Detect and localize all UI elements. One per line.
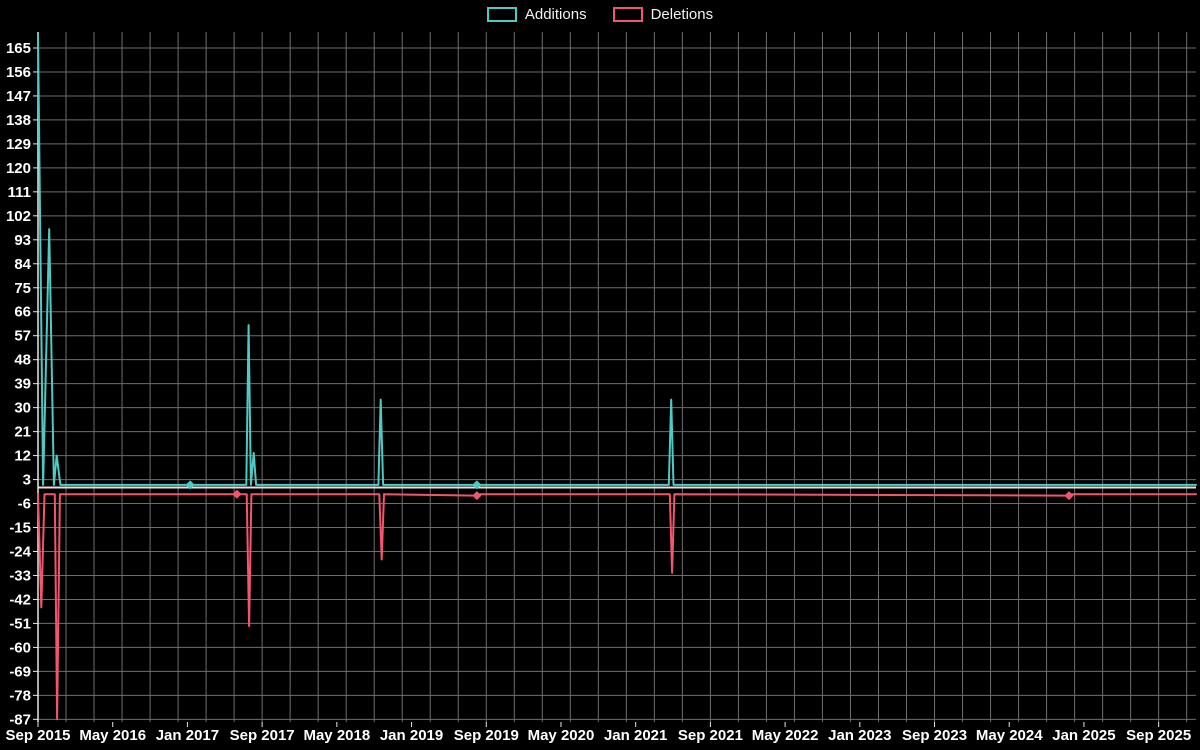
y-tick-label: -33	[9, 567, 31, 584]
x-tick-label: Jan 2017	[156, 727, 219, 744]
y-tick-label: -15	[9, 520, 31, 537]
y-tick-label: 12	[14, 448, 31, 465]
x-tick-label: May 2016	[79, 727, 146, 744]
x-tick-label: May 2020	[528, 727, 595, 744]
chart-legend: Additions Deletions	[0, 6, 1200, 23]
y-tick-label: -60	[9, 639, 31, 656]
y-tick-label: 3	[23, 472, 31, 489]
y-tick-label: 93	[14, 232, 31, 249]
y-tick-label: 84	[14, 256, 31, 273]
legend-label-additions: Additions	[524, 6, 587, 23]
x-tick-label: Sep 2021	[678, 727, 743, 744]
x-tick-label: May 2024	[976, 727, 1043, 744]
legend-item-additions[interactable]: Additions	[486, 6, 587, 23]
x-tick-label: Jan 2021	[604, 727, 667, 744]
x-tick-label: May 2018	[303, 727, 370, 744]
y-tick-label: 165	[6, 40, 31, 57]
data-point-marker-deletions	[472, 491, 482, 501]
y-tick-label: 21	[14, 424, 31, 441]
series-line-deletions	[37, 493, 1197, 721]
legend-label-deletions: Deletions	[650, 6, 714, 23]
deletions-swatch-icon	[612, 7, 643, 22]
y-tick-label: 129	[6, 136, 31, 153]
y-tick-label: 156	[6, 64, 31, 81]
y-tick-label: 39	[14, 376, 31, 393]
x-tick-label: Sep 2023	[902, 727, 967, 744]
x-tick-label: Jan 2023	[828, 727, 891, 744]
y-tick-label: -51	[9, 615, 31, 632]
y-tick-label: -87	[9, 711, 31, 728]
y-tick-label: 138	[6, 112, 31, 129]
x-tick-label: Sep 2015	[5, 727, 70, 744]
y-tick-label: -78	[9, 687, 31, 704]
x-tick-label: May 2022	[752, 727, 819, 744]
y-tick-label: -42	[9, 591, 31, 608]
y-tick-label: 66	[14, 304, 31, 321]
y-tick-label: 30	[14, 400, 31, 417]
y-tick-label: 57	[14, 328, 31, 345]
y-tick-label: 111	[8, 184, 31, 201]
data-point-marker-deletions	[1064, 491, 1074, 501]
x-tick-label: Jan 2025	[1052, 727, 1115, 744]
series-line-additions	[37, 33, 1197, 486]
additions-swatch-icon	[486, 7, 517, 22]
y-tick-label: 147	[6, 88, 31, 105]
y-tick-label: -6	[18, 496, 31, 513]
y-tick-label: 75	[14, 280, 31, 297]
x-tick-label: Sep 2025	[1126, 727, 1191, 744]
y-tick-label: -24	[9, 543, 31, 560]
x-tick-label: Jan 2019	[380, 727, 443, 744]
x-tick-label: Sep 2019	[454, 727, 519, 744]
y-tick-label: 48	[14, 352, 31, 369]
legend-item-deletions[interactable]: Deletions	[612, 6, 714, 23]
x-tick-label: Sep 2017	[230, 727, 295, 744]
y-tick-label: 102	[6, 208, 31, 225]
y-tick-label: 120	[6, 160, 31, 177]
y-tick-label: -69	[9, 663, 31, 680]
